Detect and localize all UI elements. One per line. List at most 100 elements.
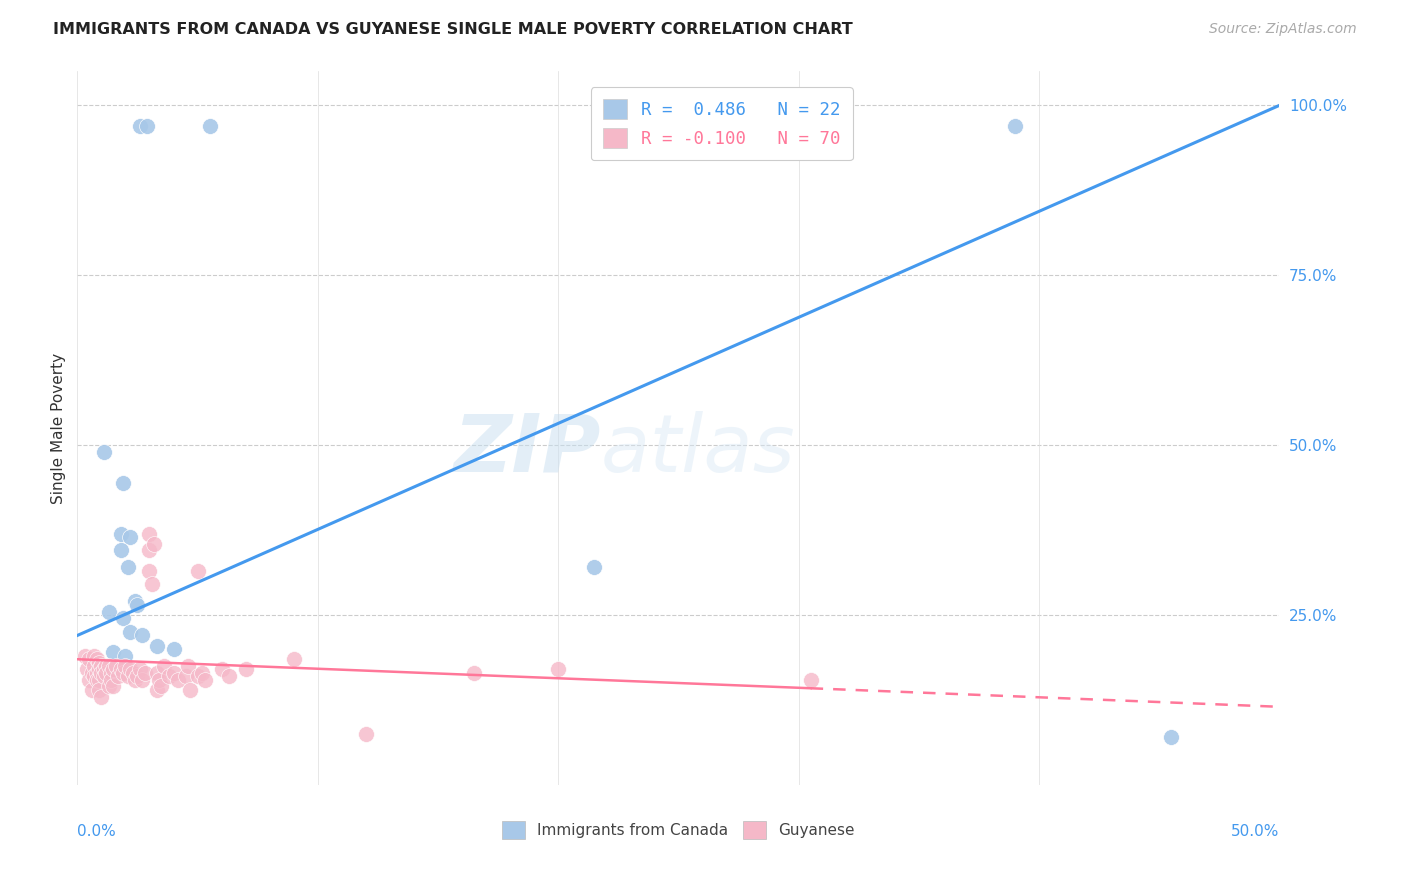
- Point: [80, 682, 103, 697]
- Point: [124, 594, 146, 608]
- Point: [79, 652, 101, 666]
- Point: [111, 611, 134, 625]
- Point: [87, 673, 110, 687]
- Point: [100, 665, 122, 680]
- Point: [80, 665, 103, 680]
- Point: [120, 625, 142, 640]
- Point: [93, 445, 115, 459]
- Point: [87, 662, 110, 676]
- Point: [127, 598, 149, 612]
- Point: [547, 662, 569, 676]
- Point: [110, 662, 132, 676]
- Point: [117, 669, 139, 683]
- Point: [138, 543, 160, 558]
- Text: Source: ZipAtlas.com: Source: ZipAtlas.com: [1209, 22, 1357, 37]
- Point: [463, 665, 485, 680]
- Point: [97, 680, 120, 694]
- Point: [194, 673, 217, 687]
- Point: [150, 680, 173, 694]
- Text: IMMIGRANTS FROM CANADA VS GUYANESE SINGLE MALE POVERTY CORRELATION CHART: IMMIGRANTS FROM CANADA VS GUYANESE SINGL…: [53, 22, 853, 37]
- Point: [121, 665, 143, 680]
- Point: [141, 577, 163, 591]
- Point: [114, 659, 136, 673]
- Point: [90, 690, 112, 704]
- Point: [97, 659, 120, 673]
- Point: [114, 648, 136, 663]
- Point: [177, 659, 200, 673]
- Point: [800, 673, 823, 687]
- Point: [157, 669, 180, 683]
- Point: [97, 605, 120, 619]
- Point: [191, 665, 214, 680]
- Point: [79, 673, 101, 687]
- Point: [120, 530, 142, 544]
- Point: [198, 119, 221, 133]
- Point: [96, 659, 118, 673]
- Point: [107, 669, 129, 683]
- Point: [111, 665, 134, 680]
- Point: [235, 662, 257, 676]
- Point: [145, 682, 167, 697]
- Text: 50.0%: 50.0%: [1232, 824, 1279, 839]
- Point: [127, 669, 149, 683]
- Text: ZIP: ZIP: [453, 410, 600, 489]
- Point: [143, 537, 166, 551]
- Point: [179, 682, 201, 697]
- Point: [131, 673, 153, 687]
- Point: [162, 642, 184, 657]
- Point: [96, 665, 118, 680]
- Point: [90, 659, 112, 673]
- Point: [134, 665, 156, 680]
- Point: [93, 669, 115, 683]
- Point: [187, 564, 209, 578]
- Point: [145, 665, 167, 680]
- Point: [86, 665, 108, 680]
- Text: atlas: atlas: [600, 410, 794, 489]
- Point: [128, 662, 150, 676]
- Point: [131, 628, 153, 642]
- Point: [1160, 731, 1182, 745]
- Point: [103, 645, 125, 659]
- Point: [87, 682, 110, 697]
- Point: [86, 652, 108, 666]
- Point: [283, 652, 305, 666]
- Point: [87, 656, 110, 670]
- Point: [83, 669, 105, 683]
- Point: [93, 662, 115, 676]
- Point: [174, 669, 197, 683]
- Point: [128, 119, 150, 133]
- Point: [136, 119, 159, 133]
- Point: [100, 673, 122, 687]
- Point: [148, 673, 170, 687]
- Point: [111, 475, 134, 490]
- Point: [167, 673, 190, 687]
- Point: [73, 648, 96, 663]
- Point: [211, 662, 233, 676]
- Point: [120, 662, 142, 676]
- Point: [104, 659, 127, 673]
- Legend: Immigrants from Canada, Guyanese: Immigrants from Canada, Guyanese: [496, 815, 860, 845]
- Point: [153, 659, 176, 673]
- Point: [110, 526, 132, 541]
- Point: [124, 673, 146, 687]
- Point: [86, 673, 108, 687]
- Point: [103, 662, 125, 676]
- Text: 0.0%: 0.0%: [77, 824, 117, 839]
- Point: [145, 639, 167, 653]
- Point: [138, 526, 160, 541]
- Point: [76, 662, 98, 676]
- Y-axis label: Single Male Poverty: Single Male Poverty: [51, 352, 66, 504]
- Point: [83, 648, 105, 663]
- Point: [138, 564, 160, 578]
- Point: [354, 727, 377, 741]
- Point: [90, 665, 112, 680]
- Point: [83, 659, 105, 673]
- Point: [187, 669, 209, 683]
- Point: [162, 665, 184, 680]
- Point: [583, 560, 606, 574]
- Point: [218, 669, 240, 683]
- Point: [110, 543, 132, 558]
- Point: [1004, 119, 1026, 133]
- Point: [117, 560, 139, 574]
- Point: [103, 680, 125, 694]
